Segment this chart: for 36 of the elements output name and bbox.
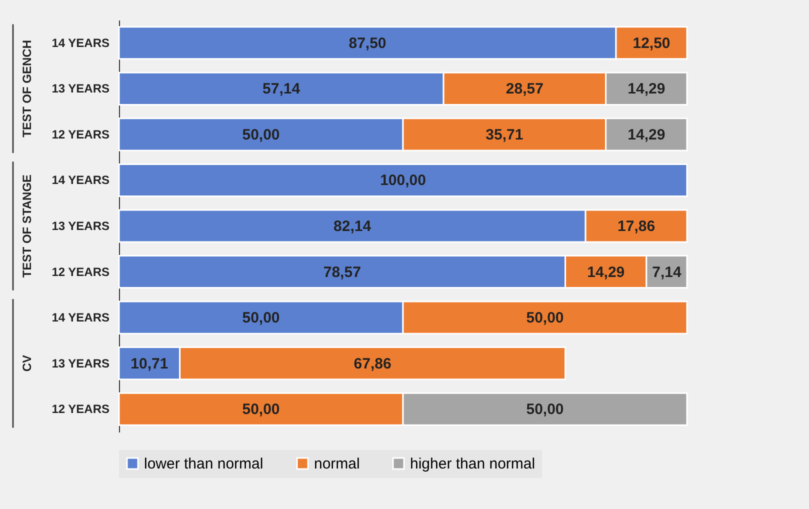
data-label: 17,86 [618,218,656,235]
y-tick-label: 13 YEARS [52,219,110,233]
y-tick-label: 14 YEARS [52,310,110,325]
y-tick-label: 12 YEARS [52,127,110,142]
data-label: 78,57 [323,264,361,281]
y-tick-label: 13 YEARS [52,356,110,370]
data-label: 35,71 [486,126,524,144]
y-tick-label: 14 YEARS [52,36,110,50]
data-label: 14,29 [628,80,666,98]
y-tick-label: 14 YEARS [52,173,110,188]
data-label: 28,57 [506,80,544,98]
y-tick-label: 12 YEARS [52,402,110,416]
data-label: 14,29 [628,126,666,144]
legend-label: normal [314,456,360,473]
bar [118,163,688,197]
data-label: 50,00 [242,310,280,327]
data-label: 50,00 [526,310,564,327]
data-label: 50,00 [242,401,280,418]
data-label: 82,14 [334,218,372,235]
data-label: 12,50 [632,34,670,52]
data-label: 10,71 [130,355,168,372]
data-label: 67,86 [354,355,392,372]
text: TEST OF STANGE [20,174,34,278]
data-label: 100,00 [380,172,426,190]
legend-label: higher than normal [410,456,536,473]
data-label: 7,14 [652,264,682,281]
data-label: 50,00 [242,126,280,144]
legend-label: lower than normal [144,456,264,473]
text: TEST OF GENCH [20,40,34,138]
y-tick-label: 13 YEARS [52,82,110,96]
data-label: 50,00 [526,401,564,418]
text: CV [20,354,34,372]
data-label: 87,50 [348,34,386,52]
data-label: 57,14 [262,80,301,98]
data-label: 14,29 [587,264,625,281]
y-tick-label: 12 YEARS [52,264,110,279]
